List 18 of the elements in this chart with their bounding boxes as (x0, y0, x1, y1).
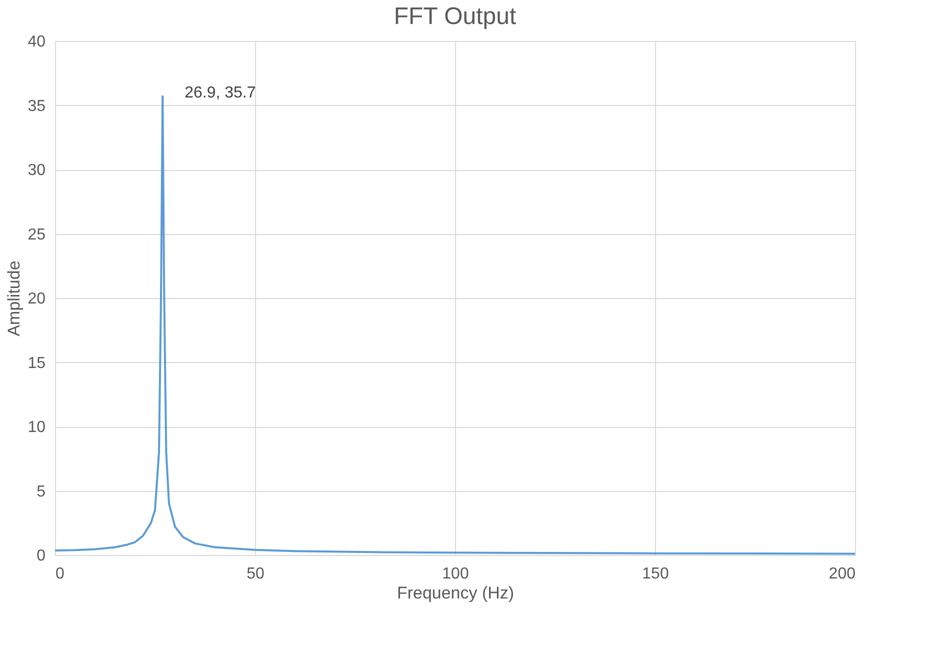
y-axis-title: Amplitude (4, 260, 24, 336)
x-tick-label: 200 (828, 566, 856, 582)
y-tick-label: 5 (36, 483, 46, 500)
y-tick-label: 15 (28, 354, 46, 372)
y-tick-label: 10 (28, 419, 46, 436)
x-tick-label: 0 (56, 566, 64, 582)
y-tick-label: 40 (28, 34, 46, 50)
y-tick-label: 30 (28, 162, 46, 179)
x-tick-label: 50 (246, 566, 264, 582)
annotation: 26.9, 35.7 (184, 84, 256, 102)
y-tick-label: 20 (28, 290, 46, 308)
chart-title: FFT Output (394, 3, 516, 30)
x-tick-label: 100 (442, 566, 469, 582)
y-tick-label: 25 (28, 226, 46, 244)
y-tick-label: 0 (36, 548, 46, 564)
x-tick-label: 150 (642, 566, 669, 582)
x-axis-title: Frequency (Hz) (396, 584, 514, 602)
y-tick-label: 35 (28, 98, 46, 115)
